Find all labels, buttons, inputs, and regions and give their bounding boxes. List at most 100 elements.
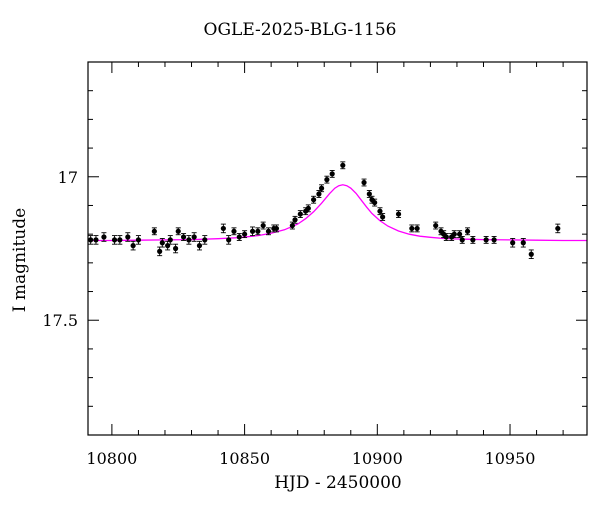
data-point-marker <box>167 237 173 243</box>
data-point <box>528 249 534 259</box>
x-tick-label: 10950 <box>485 449 536 468</box>
data-point <box>433 221 439 230</box>
data-point <box>242 230 248 239</box>
axis-ticks: 10800 10850 10900 10950 17 17.5 <box>42 61 587 468</box>
data-point-marker <box>231 228 237 234</box>
data-point-marker <box>361 179 367 186</box>
data-point <box>157 246 163 257</box>
data-point <box>443 233 449 241</box>
data-point <box>255 227 261 236</box>
data-point-marker <box>151 228 157 234</box>
data-point-marker <box>236 234 242 240</box>
data-point-marker <box>226 237 232 243</box>
data-point <box>117 235 123 245</box>
data-point <box>151 227 157 236</box>
data-point-marker <box>433 222 439 229</box>
data-point <box>167 235 173 245</box>
data-point-marker <box>159 240 165 246</box>
data-point <box>470 235 476 244</box>
data-point-marker <box>191 234 197 240</box>
data-point-marker <box>88 237 94 243</box>
data-point-marker <box>157 248 163 254</box>
data-point <box>165 240 171 251</box>
x-tick-label: 10900 <box>352 449 403 468</box>
data-point <box>372 198 378 207</box>
data-point <box>159 238 165 248</box>
data-point-marker <box>117 237 123 243</box>
data-point-marker <box>242 231 248 237</box>
data-point <box>409 224 415 233</box>
data-point-marker <box>180 234 187 240</box>
data-point-marker <box>260 222 266 229</box>
data-point <box>226 235 232 245</box>
x-tick-label: 10850 <box>219 449 270 468</box>
data-point-marker <box>340 162 346 168</box>
data-point <box>491 235 497 244</box>
data-point <box>451 230 457 239</box>
data-point <box>180 233 187 241</box>
data-point <box>220 223 226 234</box>
plot-frame <box>87 61 588 436</box>
data-point <box>329 170 335 178</box>
data-point-marker <box>172 245 179 252</box>
data-point-marker <box>528 251 534 257</box>
data-point <box>414 224 420 233</box>
model-curve <box>88 184 587 242</box>
data-point-marker <box>175 228 181 234</box>
data-point <box>361 178 367 187</box>
data-point <box>135 235 142 245</box>
data-point-marker <box>305 205 311 211</box>
data-point <box>464 227 471 236</box>
data-point-marker <box>520 240 526 246</box>
data-point <box>459 235 465 244</box>
data-point <box>191 232 197 242</box>
data-point-marker <box>470 237 476 243</box>
data-point <box>297 210 303 218</box>
data-point <box>125 232 131 242</box>
data-point-marker <box>220 225 226 232</box>
chart-title: OGLE-2025-BLG-1156 <box>203 20 397 40</box>
data-point-marker <box>377 208 383 214</box>
data-point <box>249 226 256 237</box>
data-point-marker <box>555 225 561 232</box>
data-point-marker <box>443 234 449 240</box>
data-point <box>377 207 383 216</box>
data-point-marker <box>318 185 325 191</box>
data-point <box>236 233 242 241</box>
y-tick-label: 17.5 <box>42 311 78 330</box>
data-point <box>289 221 295 230</box>
data-point-marker <box>456 231 463 237</box>
data-point-marker <box>255 228 261 234</box>
data-point-marker <box>451 231 457 237</box>
data-point <box>292 215 298 224</box>
data-point-marker <box>292 217 298 223</box>
data-point-marker <box>273 225 280 232</box>
data-point <box>231 227 237 236</box>
data-point-marker <box>196 243 203 249</box>
data-point <box>111 235 118 245</box>
data-point <box>172 243 179 254</box>
data-point-marker <box>101 234 107 240</box>
data-point <box>555 223 561 234</box>
model-curve-layer <box>88 184 587 242</box>
data-point <box>380 213 386 221</box>
data-point <box>202 235 208 245</box>
data-point <box>196 240 203 251</box>
data-point-marker <box>414 225 420 232</box>
data-point <box>273 224 280 233</box>
data-point <box>324 175 330 184</box>
data-point <box>186 235 192 245</box>
data-point <box>265 227 272 236</box>
data-point <box>311 195 317 204</box>
data-point-marker <box>297 211 303 217</box>
data-point-marker <box>316 191 322 197</box>
data-point-marker <box>380 214 386 220</box>
data-point-marker <box>395 211 402 217</box>
data-point <box>93 235 99 245</box>
data-point-marker <box>459 237 465 243</box>
data-point-marker <box>464 228 471 234</box>
data-point-marker <box>93 237 99 243</box>
data-point-marker <box>491 237 497 243</box>
data-point-marker <box>372 199 378 206</box>
